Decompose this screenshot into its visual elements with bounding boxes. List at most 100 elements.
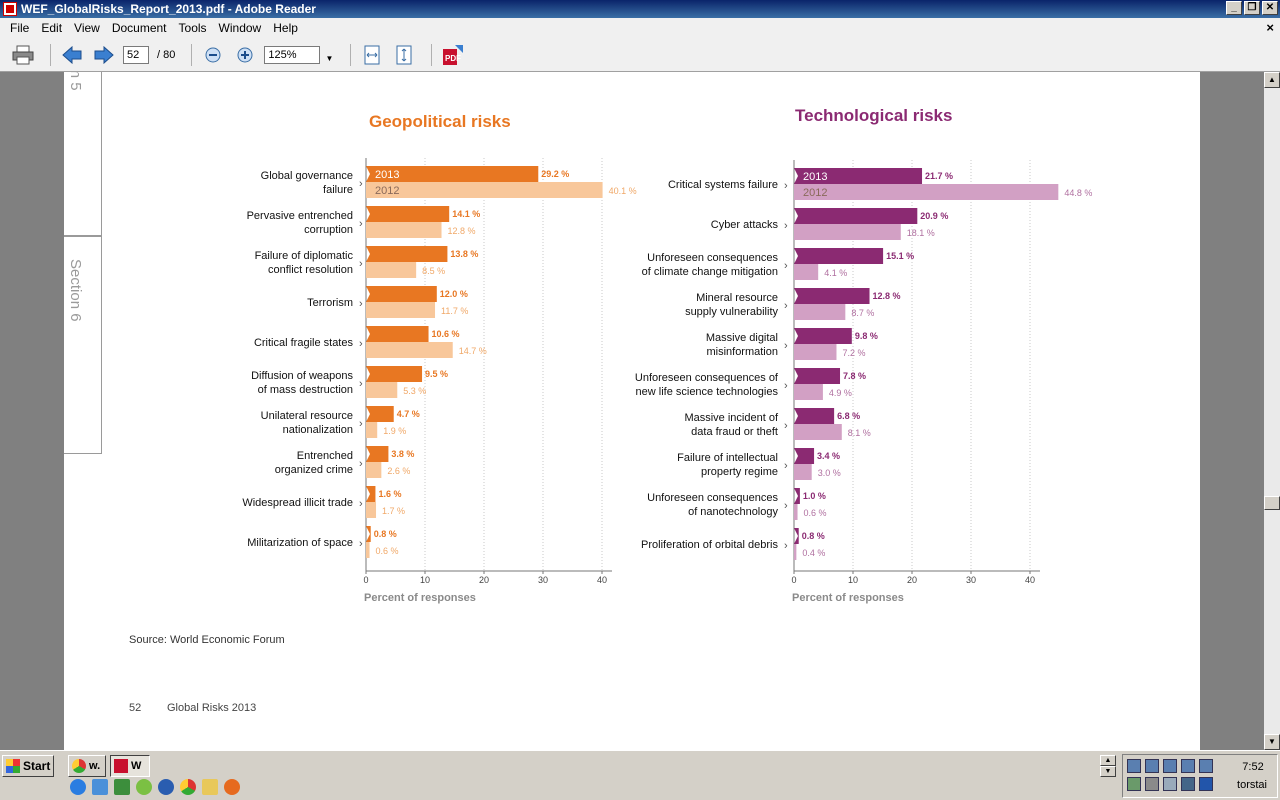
document-close-icon[interactable]: × [1266, 20, 1274, 35]
vertical-scrollbar[interactable]: ▲ ▼ [1264, 72, 1280, 750]
taskbar-scroll-up-icon[interactable]: ▲ [1100, 755, 1116, 766]
menu-help[interactable]: Help [273, 21, 298, 35]
scroll-thumb[interactable] [1264, 496, 1280, 510]
value-label-2012: 1.7 % [382, 506, 405, 516]
section-5-tab: Section 5 [64, 72, 102, 236]
network-icon-2[interactable] [1181, 759, 1195, 773]
taskbar-scroll-down-icon[interactable]: ▼ [1100, 766, 1116, 777]
chevron-right-icon: › [784, 300, 788, 312]
x-tick-label: 10 [848, 575, 858, 585]
value-label-2013: 6.8 % [837, 411, 860, 421]
menu-edit[interactable]: Edit [41, 21, 63, 35]
scroll-down-icon[interactable]: ▼ [1264, 734, 1280, 750]
quick-launch [70, 779, 240, 795]
fit-width-icon[interactable] [359, 42, 385, 68]
document-viewport[interactable]: Section 5 Section 6 Geopolitical risks T… [0, 72, 1264, 750]
category-label: Unforeseen consequences [647, 252, 778, 264]
firefox-icon[interactable] [224, 779, 240, 795]
monitor-icon[interactable] [1145, 759, 1159, 773]
network-disconnected-icon-2[interactable] [1199, 759, 1213, 773]
scroll-up-icon[interactable]: ▲ [1264, 72, 1280, 88]
bar-2013 [794, 288, 870, 304]
toolbar: 52 / 80 125% ▼ PDF [0, 38, 1280, 72]
section-6-tab: Section 6 [64, 236, 102, 454]
print-icon[interactable] [10, 42, 36, 68]
restore-button[interactable]: ❐ [1244, 1, 1260, 15]
security-icon[interactable] [1127, 777, 1141, 791]
x-tick-label: 20 [907, 575, 917, 585]
chevron-right-icon: › [784, 260, 788, 272]
zoom-level-select[interactable]: 125% ▼ [264, 45, 333, 64]
category-label: Entrenched [297, 450, 353, 462]
x-tick-label: 40 [1025, 575, 1035, 585]
chevron-right-icon: › [784, 340, 788, 352]
close-button[interactable]: ✕ [1262, 1, 1278, 15]
bar-2012 [366, 422, 378, 438]
adobe-reader-icon [3, 2, 17, 16]
chevron-right-icon: › [784, 540, 788, 552]
clock-time[interactable]: 7:52 [1242, 761, 1264, 773]
legend-2012: 2012 [375, 185, 399, 197]
app-icon[interactable] [114, 779, 130, 795]
value-label-2012: 2.6 % [387, 466, 410, 476]
start-button[interactable]: Start [2, 755, 54, 777]
menu-document[interactable]: Document [111, 21, 167, 35]
bar-2013 [366, 486, 376, 502]
category-label: Widespread illicit trade [242, 497, 353, 509]
task-chrome-label: w. [89, 760, 101, 772]
menu-window[interactable]: Window [218, 21, 262, 35]
printer-icon[interactable] [1145, 777, 1159, 791]
category-label: Cyber attacks [711, 219, 779, 231]
bar-2012 [366, 502, 377, 518]
zoom-in-icon[interactable] [232, 42, 258, 68]
category-label: Critical fragile states [254, 337, 354, 349]
minimize-button[interactable]: _ [1226, 1, 1242, 15]
acrobat-pdf-icon[interactable]: PDF [440, 42, 466, 68]
value-label-2013: 13.8 % [450, 249, 478, 259]
windows-logo-icon [6, 759, 20, 773]
previous-page-icon[interactable] [59, 42, 85, 68]
bar-2013 [794, 528, 799, 544]
task-chrome[interactable]: w. [68, 755, 106, 777]
task-adobe-reader[interactable]: W [110, 755, 150, 777]
value-label-2013: 29.2 % [541, 169, 569, 179]
shield-icon[interactable] [1181, 777, 1195, 791]
category-label: Unilateral resource [261, 410, 353, 422]
bar-2012 [794, 424, 842, 440]
value-label-2013: 9.5 % [425, 369, 448, 379]
value-label-2013: 12.0 % [440, 289, 468, 299]
network-icon[interactable] [1127, 759, 1141, 773]
value-label-2012: 40.1 % [609, 186, 637, 196]
outlook-icon[interactable] [92, 779, 108, 795]
bar-2013 [366, 246, 448, 262]
value-label-2012: 12.8 % [448, 226, 476, 236]
chrome-quicklaunch-icon[interactable] [180, 779, 196, 795]
chevron-right-icon: › [784, 420, 788, 432]
x-tick-label: 0 [791, 575, 796, 585]
folder-icon[interactable] [202, 779, 218, 795]
value-label-2013: 1.0 % [803, 491, 826, 501]
zoom-out-icon[interactable] [200, 42, 226, 68]
value-label-2012: 8.7 % [851, 308, 874, 318]
chevron-right-icon: › [359, 178, 363, 190]
category-label: Massive digital [706, 332, 778, 344]
ie-icon[interactable] [70, 779, 86, 795]
bluetooth-icon[interactable] [1199, 777, 1213, 791]
fit-page-icon[interactable] [391, 42, 417, 68]
category-label: conflict resolution [268, 264, 353, 276]
category-label: Militarization of space [247, 537, 353, 549]
media-icon[interactable] [136, 779, 152, 795]
next-page-icon[interactable] [91, 42, 117, 68]
taskbar-scroll[interactable]: ▲ ▼ [1100, 755, 1116, 777]
volume-icon[interactable] [1163, 777, 1177, 791]
media-player-icon[interactable] [158, 779, 174, 795]
value-label-2012: 3.0 % [818, 468, 841, 478]
menu-tools[interactable]: Tools [178, 21, 207, 35]
network-disconnected-icon[interactable] [1163, 759, 1177, 773]
category-label: failure [323, 184, 353, 196]
bar-2013 [366, 526, 371, 542]
page-number-input[interactable]: 52 [123, 45, 149, 64]
menu-view[interactable]: View [74, 21, 100, 35]
bar-2012 [366, 342, 453, 358]
menu-file[interactable]: File [10, 21, 30, 35]
